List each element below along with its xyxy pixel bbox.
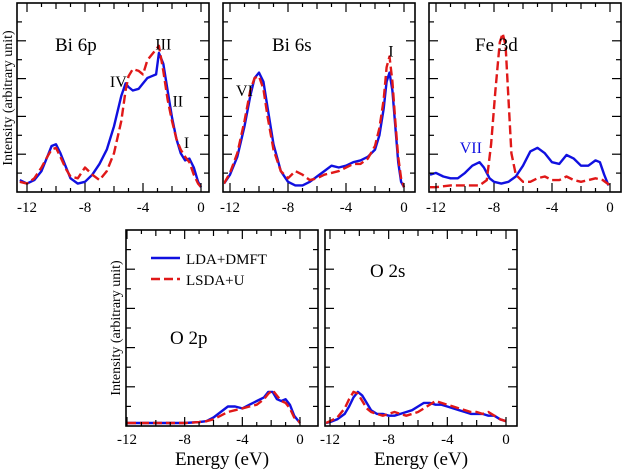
peak-annotation: I bbox=[388, 44, 393, 61]
y-axis-label-bottom: Intensity (arbitrary unit) bbox=[109, 260, 124, 396]
x-tick-label: 0 bbox=[502, 432, 510, 448]
panel-bi-6s: Bi 6s VI I -12 -8 -4 0 bbox=[220, 2, 416, 216]
series-line-lsda-u-o2p bbox=[127, 388, 301, 425]
x-tick-label: -4 bbox=[546, 200, 559, 216]
x-axis-label-o-2p: Energy (eV) bbox=[175, 449, 269, 469]
panel-fe-3d: Fe 3d VII -12 -8 -4 0 bbox=[426, 2, 622, 216]
x-tick-label: -12 bbox=[17, 200, 37, 216]
y-axis-label-top: Intensity (arbitrary unit) bbox=[1, 30, 16, 166]
x-tick-label: 0 bbox=[197, 200, 205, 216]
x-tick-label: -8 bbox=[79, 200, 92, 216]
panel-label-o-2s: O 2s bbox=[370, 261, 405, 282]
panel-label-bi-6p: Bi 6p bbox=[55, 35, 97, 56]
series-line-lsda-u-bi6p bbox=[19, 44, 202, 188]
peak-annotation: III bbox=[155, 36, 171, 53]
x-tick-label: -8 bbox=[282, 200, 295, 216]
series-line-lsda-u-o2s bbox=[326, 390, 507, 425]
panel-o-2s: O 2s -12 -8 -4 0 Energy (eV) bbox=[320, 229, 518, 469]
x-tick-label: -8 bbox=[382, 432, 395, 448]
peak-annotation: IV bbox=[110, 74, 127, 91]
panel-o-2p: O 2p -12 -8 -4 0 LDA+DMFT LSDA+U Energy (eV… bbox=[117, 229, 319, 469]
peak-annotation: VII bbox=[460, 140, 482, 157]
x-tick-label: -12 bbox=[117, 432, 137, 448]
x-tick-label: 0 bbox=[296, 432, 304, 448]
series-line-lda-dmft-o2s bbox=[326, 390, 507, 425]
panel-label-o-2p: O 2p bbox=[170, 328, 207, 349]
peak-annotation: VI bbox=[236, 83, 253, 100]
x-tick-label: -8 bbox=[488, 200, 501, 216]
legend: LDA+DMFT LSDA+U bbox=[151, 252, 267, 289]
x-axis-label-o-2s: Energy (eV) bbox=[374, 449, 468, 469]
legend-label-lda-dmft: LDA+DMFT bbox=[186, 252, 267, 268]
x-tick-label: -4 bbox=[137, 200, 150, 216]
series-line-lda-dmft-o2p bbox=[127, 390, 301, 425]
x-tick-label: -4 bbox=[441, 432, 454, 448]
legend-label-lsda-u: LSDA+U bbox=[186, 273, 245, 289]
panel-label-fe-3d: Fe 3d bbox=[475, 35, 518, 56]
peak-annotation: II bbox=[172, 94, 183, 111]
x-tick-label: -8 bbox=[178, 432, 191, 448]
peak-annotation: I bbox=[184, 135, 189, 152]
series-line-lsda-u-fe3d bbox=[430, 32, 611, 189]
series-line-lda-dmft-fe3d bbox=[430, 146, 610, 186]
x-tick-label: -12 bbox=[426, 200, 446, 216]
x-tick-label: -12 bbox=[320, 432, 340, 448]
x-tick-label: -12 bbox=[220, 200, 240, 216]
x-tick-label: 0 bbox=[400, 200, 408, 216]
x-tick-label: 0 bbox=[606, 200, 614, 216]
panel-label-bi-6s: Bi 6s bbox=[272, 35, 312, 56]
x-tick-label: -4 bbox=[340, 200, 353, 216]
x-tick-label: -4 bbox=[236, 432, 249, 448]
series-line-lsda-u-bi6s bbox=[224, 55, 406, 188]
